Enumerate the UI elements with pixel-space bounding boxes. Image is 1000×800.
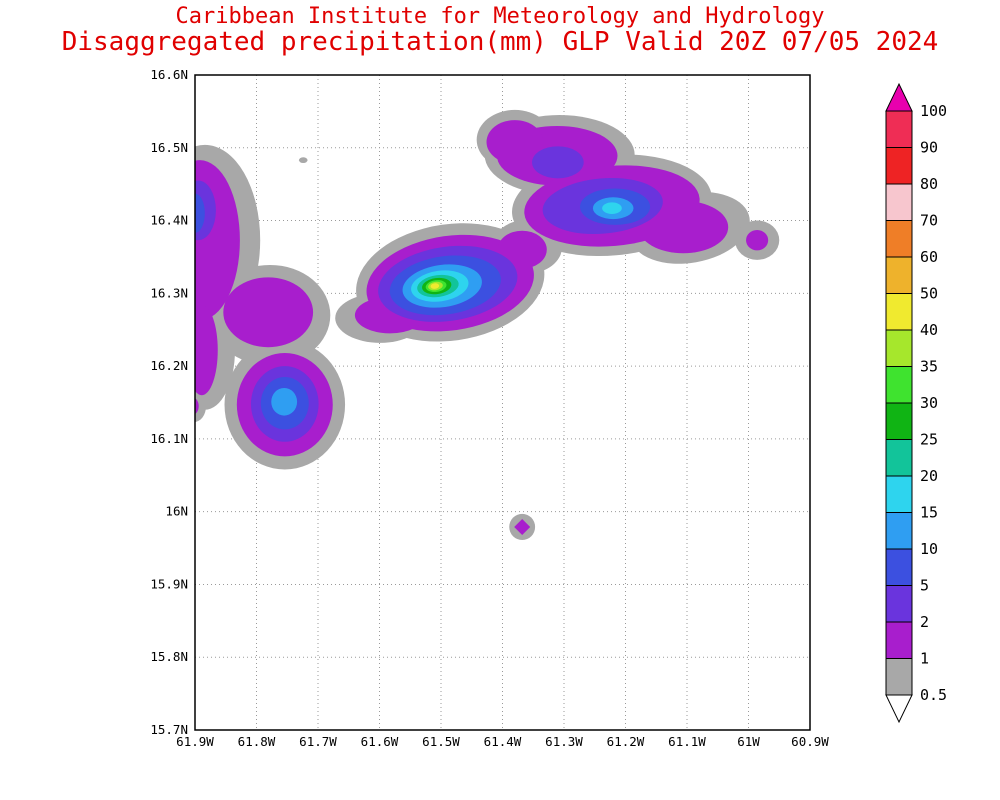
- x-tick-label: 60.9W: [791, 734, 829, 749]
- colorbar-label: 70: [920, 212, 938, 230]
- precip-contour-northeast-complex: [602, 202, 622, 215]
- x-tick-label: 61.3W: [545, 734, 583, 749]
- colorbar-band: [885, 220, 913, 258]
- colorbar-label: 40: [920, 321, 938, 339]
- chart-title: Disaggregated precipitation(mm) GLP Vali…: [61, 27, 939, 57]
- colorbar-label: 0.5: [920, 686, 947, 704]
- precip-contour-north-speck: [298, 157, 308, 164]
- colorbar-band: [885, 147, 913, 185]
- y-tick-label: 16.5N: [150, 140, 188, 155]
- colorbar: [885, 82, 913, 724]
- precip-contour-southwest-cluster: [223, 277, 314, 348]
- y-axis-labels: 16.6N 16.5N 16.4N 16.3N 16.2N 16.1N 16N 15.9N 15…: [150, 67, 188, 737]
- colorbar-over-arrow: [885, 82, 913, 112]
- colorbar-band: [885, 658, 913, 696]
- precip-contours: [195, 109, 780, 541]
- y-tick-label: 15.8N: [150, 649, 188, 664]
- colorbar-label: 15: [920, 504, 938, 522]
- y-tick-label: 16.3N: [150, 285, 188, 300]
- colorbar-label: 80: [920, 175, 938, 193]
- y-tick-label: 15.7N: [150, 722, 188, 737]
- y-tick-label: 16.6N: [150, 67, 188, 82]
- precip-contour-northeast-complex: [638, 200, 729, 254]
- colorbar-under-arrow: [885, 694, 913, 724]
- precip-contour-west-edge-notch: [195, 398, 199, 414]
- colorbar-band: [885, 512, 913, 550]
- colorbar-band: [885, 475, 913, 513]
- colorbar-label: 1: [920, 650, 929, 668]
- precip-contour-southwest-cluster: [271, 387, 298, 416]
- colorbar-band: [885, 548, 913, 586]
- colorbar-label: 20: [920, 467, 938, 485]
- colorbar-band: [885, 621, 913, 659]
- y-tick-label: 16.4N: [150, 213, 188, 228]
- colorbar-label: 100: [920, 102, 947, 120]
- colorbar-label: 60: [920, 248, 938, 266]
- colorbar-label: 30: [920, 394, 938, 412]
- x-tick-label: 61.4W: [484, 734, 522, 749]
- y-tick-label: 15.9N: [150, 576, 188, 591]
- plot-frame: [194, 74, 811, 731]
- x-tick-label: 61.7W: [299, 734, 337, 749]
- precip-contour-west-edge-band: [195, 193, 205, 233]
- colorbar-band: [885, 110, 913, 148]
- colorbar-label: 25: [920, 431, 938, 449]
- colorbar-band: [885, 293, 913, 331]
- x-tick-label: 61.5W: [422, 734, 460, 749]
- colorbar-label: 35: [920, 358, 938, 376]
- x-tick-label: 61.1W: [668, 734, 706, 749]
- colorbar-label: 2: [920, 613, 929, 631]
- colorbar-label: 10: [920, 540, 938, 558]
- precip-contour-central-storm: [430, 283, 440, 289]
- colorbar-band: [885, 402, 913, 440]
- precip-contour-northeast-complex: [486, 120, 544, 164]
- colorbar-band: [885, 585, 913, 623]
- colorbar-band: [885, 366, 913, 404]
- colorbar-label: 5: [920, 577, 929, 595]
- colorbar-label: 50: [920, 285, 938, 303]
- precip-contour-west-edge-notch: [195, 390, 207, 423]
- colorbar-band: [885, 256, 913, 294]
- precip-contour-east-spot: [746, 230, 769, 251]
- x-tick-label: 61W: [737, 734, 760, 749]
- y-tick-label: 16.2N: [150, 358, 188, 373]
- x-tick-label: 61.2W: [607, 734, 645, 749]
- colorbar-band: [885, 439, 913, 477]
- colorbar-label: 90: [920, 139, 938, 157]
- precip-contour-central-storm: [497, 230, 547, 269]
- x-axis-labels: 61.9W 61.8W 61.7W 61.6W 61.5W 61.4W 61.3W 61.2W…: [176, 734, 829, 749]
- colorbar-band: [885, 183, 913, 221]
- x-tick-label: 61.6W: [361, 734, 399, 749]
- precip-contour-south-diamond: [514, 518, 531, 535]
- x-tick-label: 61.9W: [176, 734, 214, 749]
- y-tick-label: 16N: [165, 504, 188, 519]
- colorbar-band: [885, 329, 913, 367]
- precip-contour-northeast-complex: [532, 146, 584, 179]
- precip-contour-southwest-cluster: [195, 304, 218, 396]
- x-tick-label: 61.8W: [238, 734, 276, 749]
- institute-title: Caribbean Institute for Meteorology and …: [175, 4, 825, 29]
- y-tick-label: 16.1N: [150, 431, 188, 446]
